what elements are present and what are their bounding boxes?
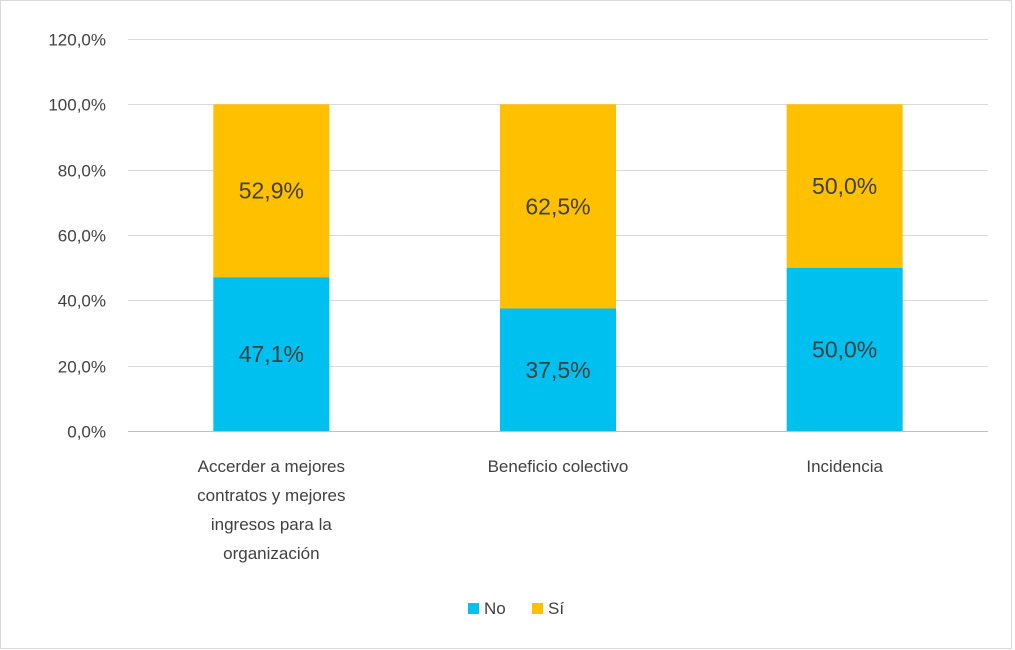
bar-no-1 — [500, 308, 616, 431]
data-labels: 47,1% 52,9% 37,5% 62,5% 50,0% 50,0% — [239, 173, 878, 383]
data-label: 50,0% — [812, 336, 877, 362]
y-tick-label: 100,0% — [48, 96, 106, 115]
bar-no-0 — [213, 277, 330, 431]
bars — [213, 104, 903, 431]
x-category-label: organización — [223, 544, 319, 563]
x-category-label: Beneficio colectivo — [488, 457, 629, 476]
y-tick-label: 60,0% — [58, 227, 106, 246]
y-axis: 0,0% 20,0% 40,0% 60,0% 80,0% 100,0% 120,0% — [48, 31, 106, 442]
data-label: 52,9% — [239, 178, 304, 204]
bar-no-2 — [786, 267, 903, 431]
data-label: 50,0% — [812, 173, 877, 199]
data-label: 47,1% — [239, 341, 304, 367]
y-tick-label: 40,0% — [58, 292, 106, 311]
legend-label: Sí — [548, 599, 564, 618]
x-category-label: Incidencia — [806, 457, 883, 476]
y-tick-label: 120,0% — [48, 31, 106, 50]
x-category-label: Accerder a mejores — [198, 457, 345, 476]
x-category-label: contratos y mejores — [197, 486, 345, 505]
legend-label: No — [484, 599, 506, 618]
bar-sí-2 — [786, 104, 903, 268]
y-tick-label: 80,0% — [58, 162, 106, 181]
x-axis: Accerder a mejores contratos y mejores ing… — [197, 457, 883, 563]
y-tick-label: 0,0% — [67, 423, 106, 442]
legend-swatch-sí — [532, 603, 543, 614]
data-label: 37,5% — [525, 357, 590, 383]
bar-sí-1 — [500, 104, 616, 309]
y-tick-label: 20,0% — [58, 358, 106, 377]
legend-swatch-no — [468, 603, 479, 614]
legend: No Sí — [468, 599, 564, 618]
x-category-label: ingresos para la — [211, 515, 333, 534]
bar-sí-0 — [213, 104, 330, 278]
data-label: 62,5% — [525, 193, 590, 219]
